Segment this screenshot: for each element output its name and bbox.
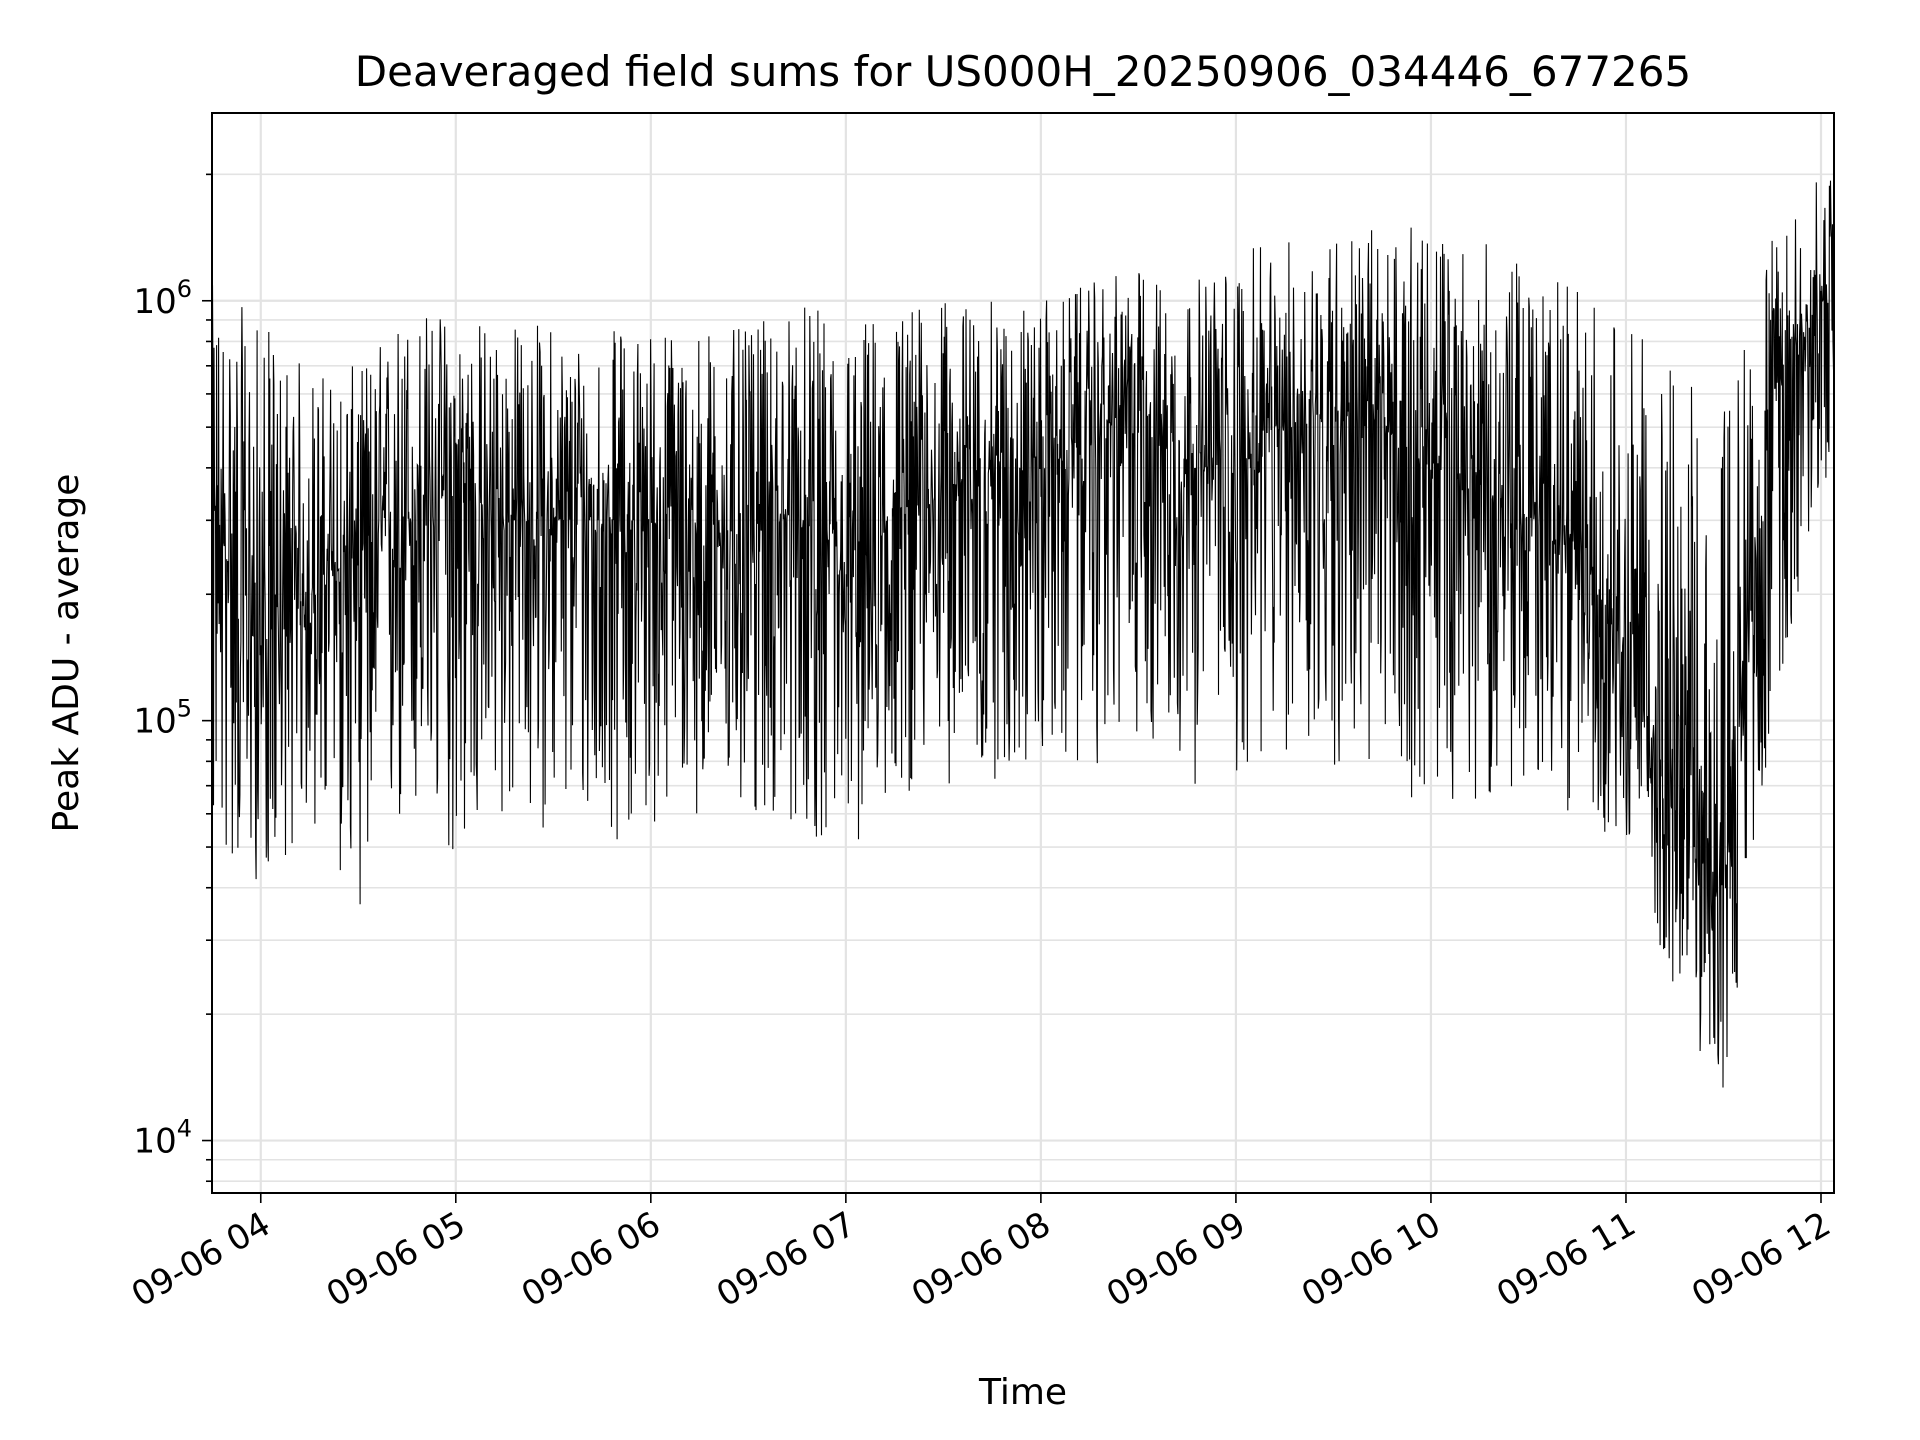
y-tick-label: 105 — [133, 695, 192, 742]
y-tick-label: 104 — [133, 1115, 192, 1162]
y-axis-label: Peak ADU - average — [46, 474, 87, 833]
chart-title: Deaveraged field sums for US000H_2025090… — [355, 47, 1691, 96]
plot-frame — [211, 112, 1835, 1194]
x-axis-label: Time — [978, 1372, 1067, 1413]
y-axis: 104 105 106 — [133, 173, 212, 1183]
y-tick-label: 106 — [133, 275, 192, 322]
data-series-line — [211, 180, 1835, 1088]
plot-area — [211, 180, 1835, 1088]
